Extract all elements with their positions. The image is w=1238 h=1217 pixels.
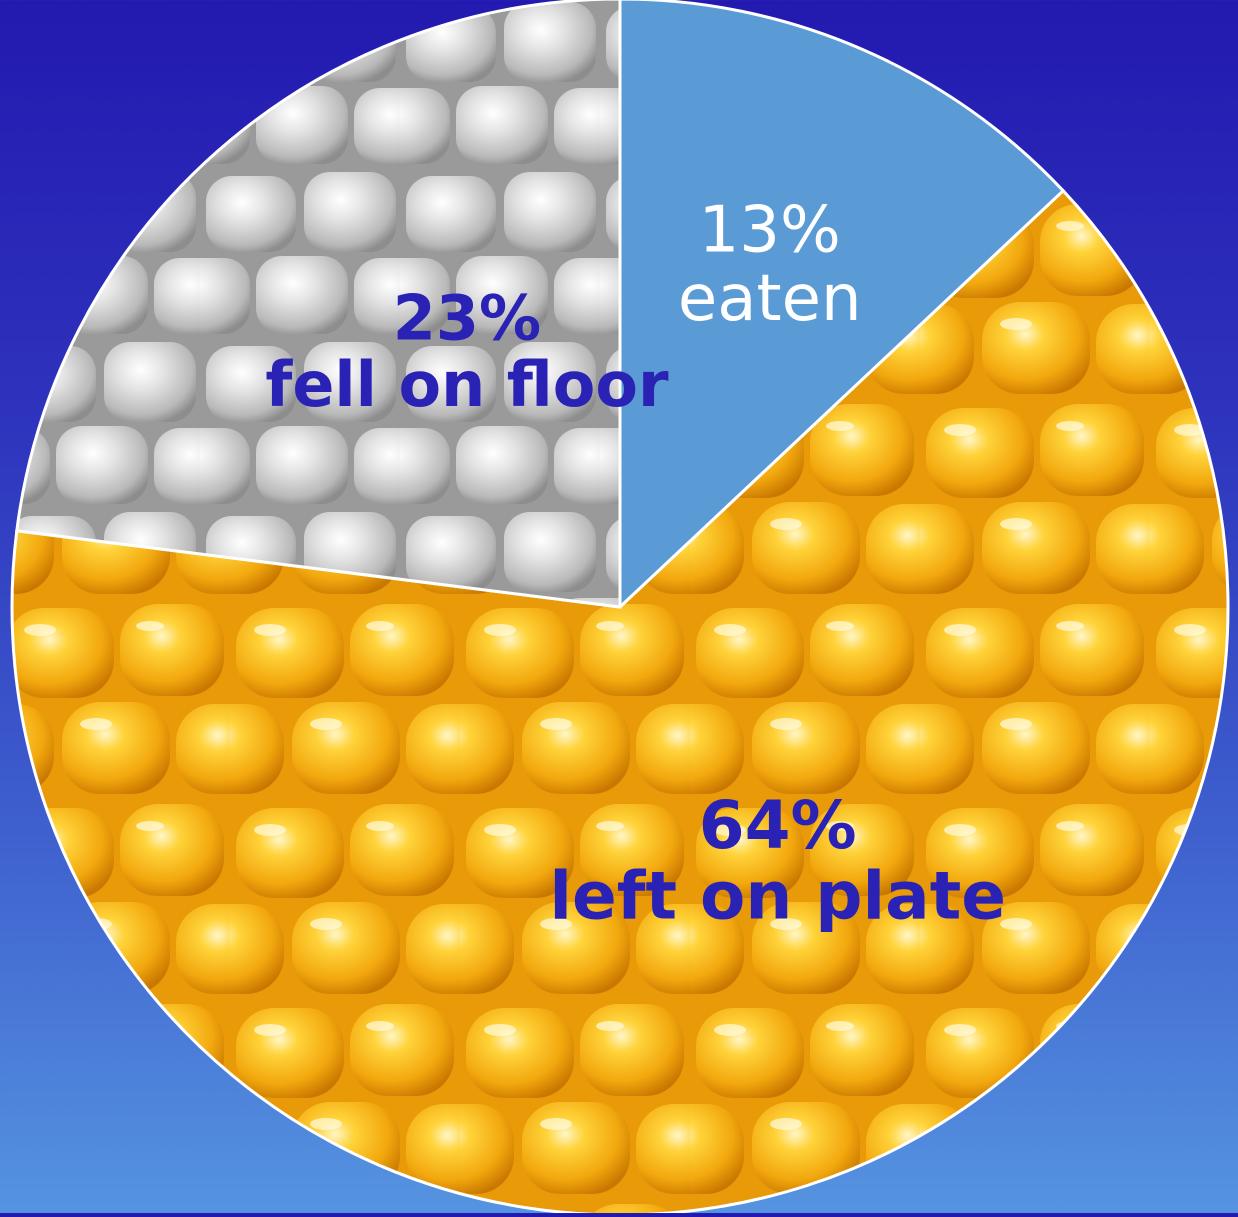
slice-category-label: left on plate bbox=[549, 857, 1006, 934]
slice-category-label: fell on floor bbox=[265, 348, 669, 421]
slice-value-label: 13% bbox=[699, 193, 841, 267]
pie-slice-fell-on-floor bbox=[15, 0, 622, 609]
pie-slice-eaten bbox=[618, 0, 1066, 611]
slice-category-label: eaten bbox=[678, 262, 862, 336]
slice-value-label: 23% bbox=[393, 282, 541, 355]
slice-value-label: 64% bbox=[699, 787, 857, 864]
pie-slice-left-on-plate bbox=[10, 188, 1230, 1217]
